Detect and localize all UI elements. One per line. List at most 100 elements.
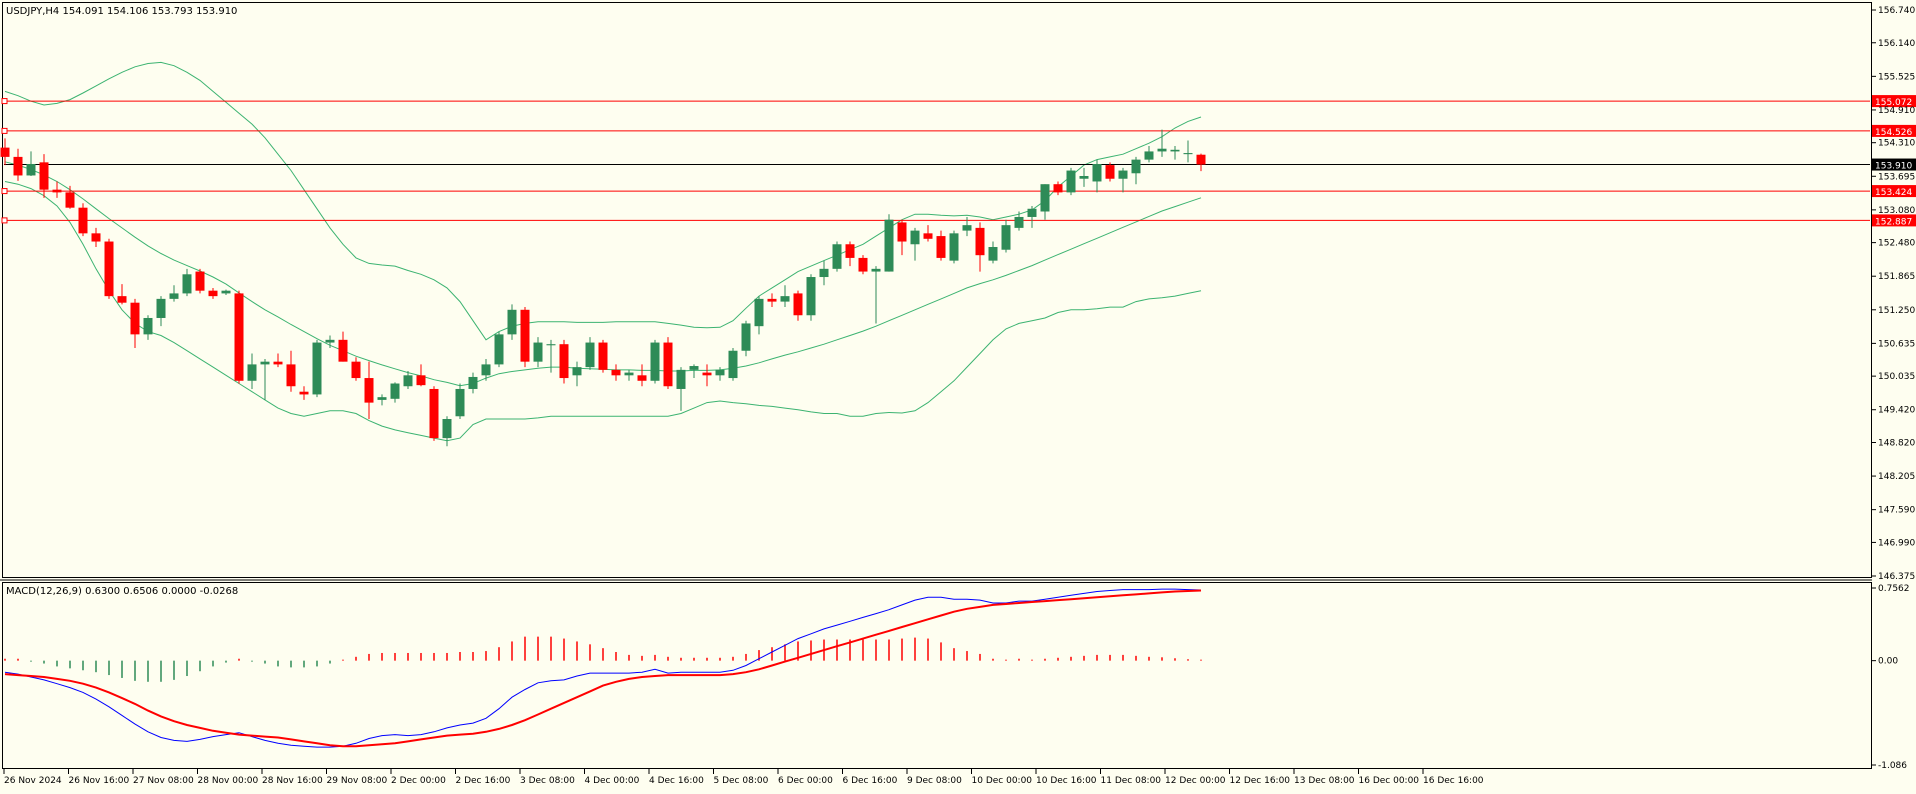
candle-body <box>1170 149 1180 152</box>
candle-body <box>117 296 127 303</box>
current-price-tag <box>1872 158 1916 171</box>
level-price-label: 154.526 <box>1875 128 1912 138</box>
time-tick-label: 29 Nov 08:00 <box>327 776 388 786</box>
price-tick-label: 156.140 <box>1878 39 1915 49</box>
candle-body <box>377 397 387 400</box>
level-handle-icon[interactable] <box>1 217 8 224</box>
level-price-tag <box>1872 95 1916 108</box>
time-tick-label: 16 Dec 16:00 <box>1423 776 1484 786</box>
candle-body <box>260 361 270 365</box>
candle-body <box>819 268 829 278</box>
candle-body <box>468 376 478 389</box>
time-tick-label: 16 Dec 00:00 <box>1359 776 1420 786</box>
candle-body <box>611 369 621 376</box>
candle-body <box>286 364 296 387</box>
candle-body <box>1157 148 1167 152</box>
time-tick-label: 28 Nov 00:00 <box>198 776 259 786</box>
candle-body <box>832 244 842 269</box>
candle-body <box>91 233 101 242</box>
time-tick-label: 2 Dec 16:00 <box>456 776 511 786</box>
macd-tick-label: -1.086 <box>1878 761 1907 771</box>
level-handle-icon[interactable] <box>1 188 8 195</box>
candle-body <box>65 192 75 208</box>
time-tick-label: 9 Dec 08:00 <box>907 776 962 786</box>
candle-body <box>949 233 959 261</box>
candle-body <box>897 222 907 242</box>
level-price-tag <box>1872 214 1916 227</box>
price-tick-label: 151.865 <box>1878 272 1915 282</box>
macd-info-label: MACD(12,26,9) 0.6300 0.6506 0.0000 -0.02… <box>6 586 238 597</box>
time-tick-label: 26 Nov 16:00 <box>69 776 130 786</box>
level-price-label: 152.887 <box>1875 217 1912 227</box>
candle-body <box>390 383 400 399</box>
price-tick-label: 151.250 <box>1878 306 1915 316</box>
candle-body <box>13 156 23 176</box>
candle-body <box>169 293 179 299</box>
macd-line <box>4 588 1202 748</box>
macd-axis: 0.7562 0.00 -1.086 <box>1872 584 1910 771</box>
candlestick-series <box>0 129 1206 447</box>
price-tick-label: 147.590 <box>1878 506 1915 516</box>
candle-body <box>507 309 517 335</box>
price-tick-label: 149.420 <box>1878 406 1915 416</box>
candle-body <box>845 244 855 258</box>
macd-tick-label: 0.7562 <box>1878 584 1910 594</box>
candle-body <box>598 342 608 370</box>
candle-body <box>1092 163 1102 182</box>
price-tick-label: 146.375 <box>1878 572 1915 582</box>
macd-tick-label: 0.00 <box>1878 657 1898 667</box>
candle-body <box>325 339 335 343</box>
candle-body <box>1053 184 1063 193</box>
price-tick-label: 156.740 <box>1878 6 1915 16</box>
candle-body <box>1118 170 1128 179</box>
level-price-label: 153.424 <box>1875 188 1912 198</box>
level-handle-icon[interactable] <box>1 98 8 105</box>
time-tick-label: 27 Nov 08:00 <box>133 776 194 786</box>
level-handle-icon[interactable] <box>1 127 8 134</box>
time-tick-label: 26 Nov 2024 <box>4 776 62 786</box>
candle-body <box>702 372 712 376</box>
price-axis: 156.740 156.140 155.525 154.910 154.310 153.6… <box>1872 6 1915 582</box>
candle-body <box>585 342 595 368</box>
time-tick-label: 2 Dec 00:00 <box>391 776 446 786</box>
time-tick-label: 4 Dec 00:00 <box>585 776 640 786</box>
candle-body <box>351 361 361 379</box>
candle-body <box>78 207 88 234</box>
candle-body <box>0 147 10 157</box>
time-tick-label: 12 Dec 16:00 <box>1230 776 1291 786</box>
candle-body <box>1027 208 1037 217</box>
time-tick-label: 12 Dec 00:00 <box>1165 776 1226 786</box>
candle-body <box>936 236 946 258</box>
candle-body <box>156 298 166 318</box>
price-tick-label: 146.990 <box>1878 538 1915 548</box>
candle-body <box>572 367 582 376</box>
time-tick-label: 3 Dec 08:00 <box>520 776 575 786</box>
bollinger-lower-line <box>4 181 1202 442</box>
macd-indicator <box>4 588 1202 748</box>
time-tick-label: 4 Dec 16:00 <box>649 776 704 786</box>
macd-panel[interactable] <box>2 582 1872 769</box>
price-panel[interactable] <box>2 2 1872 578</box>
candle-body <box>533 342 543 362</box>
candle-body <box>793 293 803 316</box>
candle-body <box>299 391 309 395</box>
candle-body <box>273 361 283 365</box>
bollinger-upper-line <box>4 61 1202 341</box>
time-tick-label: 5 Dec 08:00 <box>714 776 769 786</box>
candle-body <box>754 298 764 327</box>
price-tick-label: 155.525 <box>1878 72 1915 82</box>
candle-body <box>923 233 933 239</box>
level-price-tag <box>1872 185 1916 198</box>
candle-body <box>481 364 491 376</box>
candle-body <box>494 334 504 365</box>
candle-body <box>1079 176 1089 179</box>
candle-body <box>1066 170 1076 193</box>
candle-body <box>312 342 322 395</box>
time-tick-label: 6 Dec 16:00 <box>843 776 898 786</box>
candle-body <box>715 369 725 376</box>
time-tick-label: 11 Dec 08:00 <box>1101 776 1162 786</box>
candle-body <box>403 375 413 387</box>
